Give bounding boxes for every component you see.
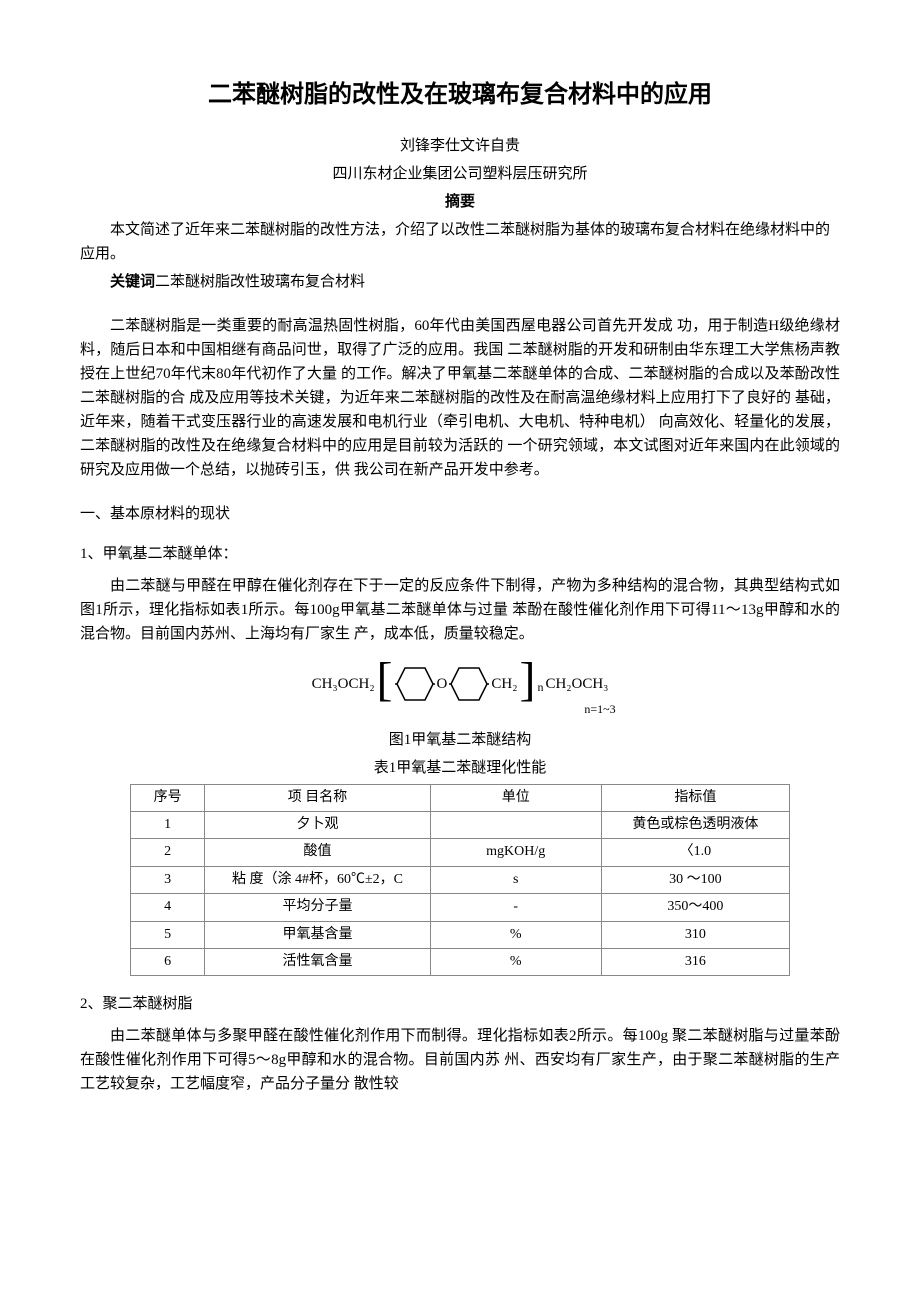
table-cell: 3 <box>131 866 205 893</box>
affiliation: 四川东材企业集团公司塑料层压研究所 <box>80 162 840 186</box>
table-1-caption: 表1甲氧基二苯醚理化性能 <box>80 756 840 780</box>
subsection-1-2-paragraph: 由二苯醚单体与多聚甲醛在酸性催化剂作用下而制得。理化指标如表2所示。每100g … <box>80 1024 840 1096</box>
chem-left-label: CH₃OCH₂ <box>312 672 375 696</box>
keywords-text: 二苯醚树脂改性玻璃布复合材料 <box>155 274 365 290</box>
table-row: 5 甲氧基含量 % 310 <box>131 921 790 948</box>
intro-paragraph: 二苯醚树脂是一类重要的耐高温热固性树脂，60年代由美国西屋电器公司首先开发成 功… <box>80 314 840 482</box>
paper-title: 二苯醚树脂的改性及在玻璃布复合材料中的应用 <box>80 76 840 114</box>
table-cell: 平均分子量 <box>205 894 431 921</box>
table-row: 6 活性氧含量 % 316 <box>131 949 790 976</box>
table-cell: s <box>430 866 601 893</box>
table-cell: % <box>430 921 601 948</box>
table-row: 3 粘 度（涂 4#杯，60℃±2，C s 30 〜100 <box>131 866 790 893</box>
table-1: 序号 项 目名称 单位 指标值 1 夕卜观 黄色或棕色透明液体 2 酸值 mgK… <box>130 784 790 977</box>
bracket-right-icon: ] <box>519 662 535 698</box>
chem-right-label: CH₂OCH₃ <box>545 672 608 696</box>
figure-1-caption: 图1甲氧基二苯醚结构 <box>80 728 840 752</box>
table-header-row: 序号 项 目名称 单位 指标值 <box>131 784 790 811</box>
chem-ch2-label: CH₂ <box>491 672 517 696</box>
table-cell: 黄色或棕色透明液体 <box>601 812 789 839</box>
chem-n-range: n=1~3 <box>80 700 840 719</box>
table-cell: 316 <box>601 949 789 976</box>
benzene-ring-icon <box>449 666 489 702</box>
table-header-cell: 序号 <box>131 784 205 811</box>
table-row: 1 夕卜观 黄色或棕色透明液体 <box>131 812 790 839</box>
table-cell: - <box>430 894 601 921</box>
abstract-text: 本文简述了近年来二苯醚树脂的改性方法，介绍了以改性二苯醚树脂为基体的玻璃布复合材… <box>80 218 840 266</box>
table-cell: mgKOH/g <box>430 839 601 866</box>
table-header-cell: 项 目名称 <box>205 784 431 811</box>
section-1-heading: 一、基本原材料的现状 <box>80 502 840 526</box>
keywords-label: 关键词 <box>110 274 155 290</box>
table-header-cell: 指标值 <box>601 784 789 811</box>
table-cell: 350〜400 <box>601 894 789 921</box>
table-cell: 310 <box>601 921 789 948</box>
table-row: 4 平均分子量 - 350〜400 <box>131 894 790 921</box>
subsection-1-1-heading: 1、甲氧基二苯醚单体： <box>80 542 840 566</box>
table-cell: 粘 度（涂 4#杯，60℃±2，C <box>205 866 431 893</box>
chem-o-label: O <box>437 672 448 696</box>
table-cell: 2 <box>131 839 205 866</box>
table-cell: 4 <box>131 894 205 921</box>
table-cell <box>430 812 601 839</box>
table-header-cell: 单位 <box>430 784 601 811</box>
table-cell: 酸值 <box>205 839 431 866</box>
subsection-1-2-heading: 2、聚二苯醚树脂 <box>80 992 840 1016</box>
table-cell: 夕卜观 <box>205 812 431 839</box>
table-cell: 活性氧含量 <box>205 949 431 976</box>
benzene-ring-icon <box>395 666 435 702</box>
bracket-left-icon: [ <box>377 662 393 698</box>
figure-1-structure: CH₃OCH₂ [ O CH₂ ] n CH₂OCH₃ n=1~3 <box>80 666 840 719</box>
authors: 刘锋李仕文许自贵 <box>80 134 840 158</box>
table-cell: 5 <box>131 921 205 948</box>
table-cell: 6 <box>131 949 205 976</box>
table-cell: 甲氧基含量 <box>205 921 431 948</box>
keywords: 关键词二苯醚树脂改性玻璃布复合材料 <box>80 270 840 294</box>
table-cell: 30 〜100 <box>601 866 789 893</box>
abstract-label: 摘要 <box>80 190 840 214</box>
subsection-1-1-paragraph: 由二苯醚与甲醛在甲醇在催化剂存在下于一定的反应条件下制得，产物为多种结构的混合物… <box>80 574 840 646</box>
table-cell: % <box>430 949 601 976</box>
table-cell: 1 <box>131 812 205 839</box>
chem-n-subscript: n <box>537 680 543 694</box>
table-cell: 〈1.0 <box>601 839 789 866</box>
table-row: 2 酸值 mgKOH/g 〈1.0 <box>131 839 790 866</box>
